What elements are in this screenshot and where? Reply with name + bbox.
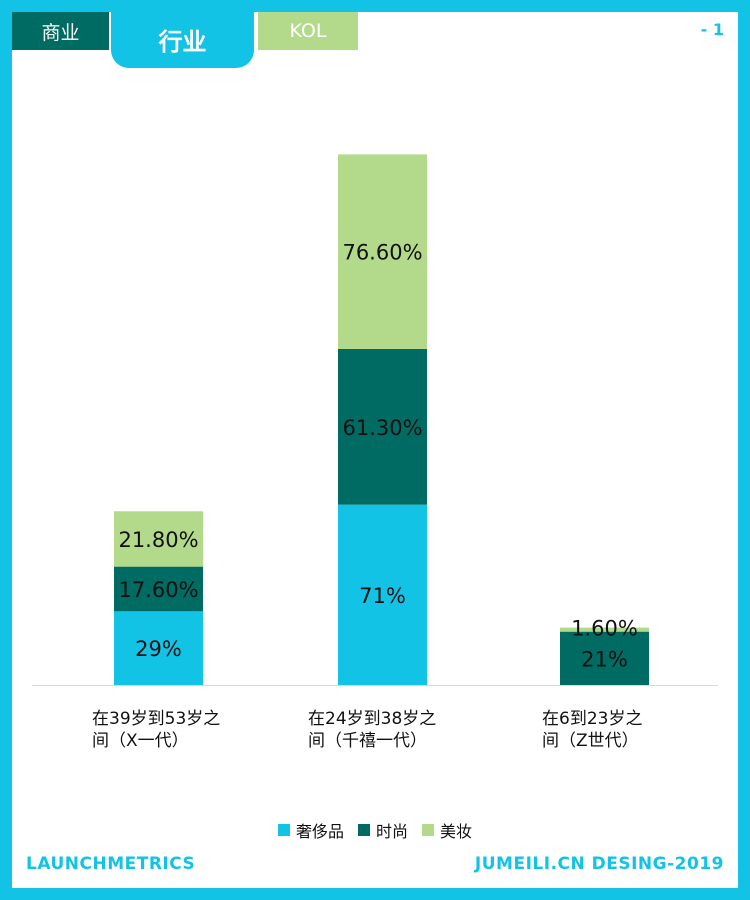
legend-item-fashion[interactable]: 时尚 [357,818,408,842]
tab-industry[interactable]: 行业 [111,0,254,68]
legend-swatch-luxury [277,824,290,836]
bar-segment-luxury[interactable] [114,611,203,685]
data-label-beauty: 21.80% [118,528,198,552]
tab-kol[interactable]: KOL [258,12,358,50]
stacked-bar-chart: 29% 17.60% 21.80% 71% 61.30% 76.60% 21% 1.60% [32,154,718,686]
x-tick-label-line: 间（Z世代） [542,731,639,751]
bar-segment-beauty[interactable] [560,627,649,632]
legend-swatch-fashion [357,824,370,836]
legend-label: 美妆 [440,822,473,841]
x-tick-label-gen-x: 在39岁到53岁之 间（X一代） [92,708,220,752]
data-label-luxury: 71% [359,584,406,608]
data-label-beauty: 76.60% [342,241,422,265]
x-tick-label-line: 在39岁到53岁之 [92,709,221,729]
footer-credit: JUMEILI.CN DESING-2019 [474,854,724,874]
legend-item-beauty[interactable]: 美妆 [422,818,472,842]
bar-segment-fashion[interactable] [338,348,427,505]
x-tick-label-line: 间（千禧一代） [308,731,427,751]
data-label-luxury: 29% [135,637,182,661]
bar-segment-beauty[interactable] [338,154,427,349]
x-tick-label-line: 间（X一代） [92,731,189,751]
data-label-beauty: 1.60% [571,617,638,641]
legend-swatch-beauty [422,824,434,836]
bar-segment-beauty[interactable] [114,511,203,567]
data-label-fashion: 61.30% [342,416,422,440]
x-tick-label-millennials: 在24岁到38岁之 间（千禧一代） [308,708,436,752]
data-label-fashion: 17.60% [118,578,198,602]
chart-panel: 商业 行业 KOL - 1 29% 17.60% 21.80% 71% 61.30% 76… [12,0,738,888]
x-tick-label-line: 在6到23岁之 [542,709,643,729]
x-tick-label-line: 在24岁到38岁之 [308,709,437,729]
legend-label: 奢侈品 [295,822,344,841]
tab-business[interactable]: 商业 [12,12,109,50]
footer-source: LAUNCHMETRICS [26,854,196,874]
bar-segment-luxury[interactable] [338,504,427,685]
page-number: - 1 [700,20,724,39]
x-tick-label-gen-z: 在6到23岁之 间（Z世代） [542,708,642,752]
legend-label: 时尚 [375,822,408,841]
chart-legend: 奢侈品 时尚 美妆 [12,818,738,842]
data-label-fashion: 21% [581,647,628,671]
bar-segment-fashion[interactable] [560,631,649,685]
legend-item-luxury[interactable]: 奢侈品 [277,818,344,842]
bar-segment-fashion[interactable] [114,566,203,612]
